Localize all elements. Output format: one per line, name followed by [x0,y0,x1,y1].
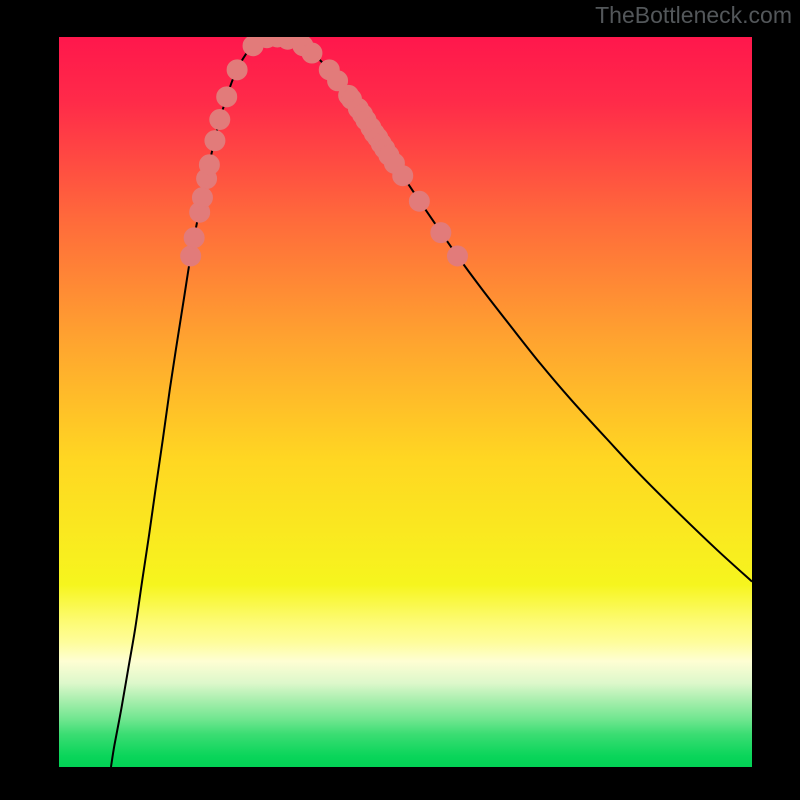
marker-point [184,228,204,248]
marker-point [210,109,230,129]
marker-point [181,246,201,266]
marker-point [205,131,225,151]
plot-background [59,37,752,767]
chart-svg [0,0,800,800]
marker-point [409,191,429,211]
marker-point [431,223,451,243]
marker-point [447,246,467,266]
marker-point [393,166,413,186]
marker-point [302,43,322,63]
watermark-text: TheBottleneck.com [595,2,792,29]
marker-point [199,155,219,175]
marker-point [227,60,247,80]
marker-point [192,188,212,208]
marker-point [217,87,237,107]
chart-stage: TheBottleneck.com [0,0,800,800]
